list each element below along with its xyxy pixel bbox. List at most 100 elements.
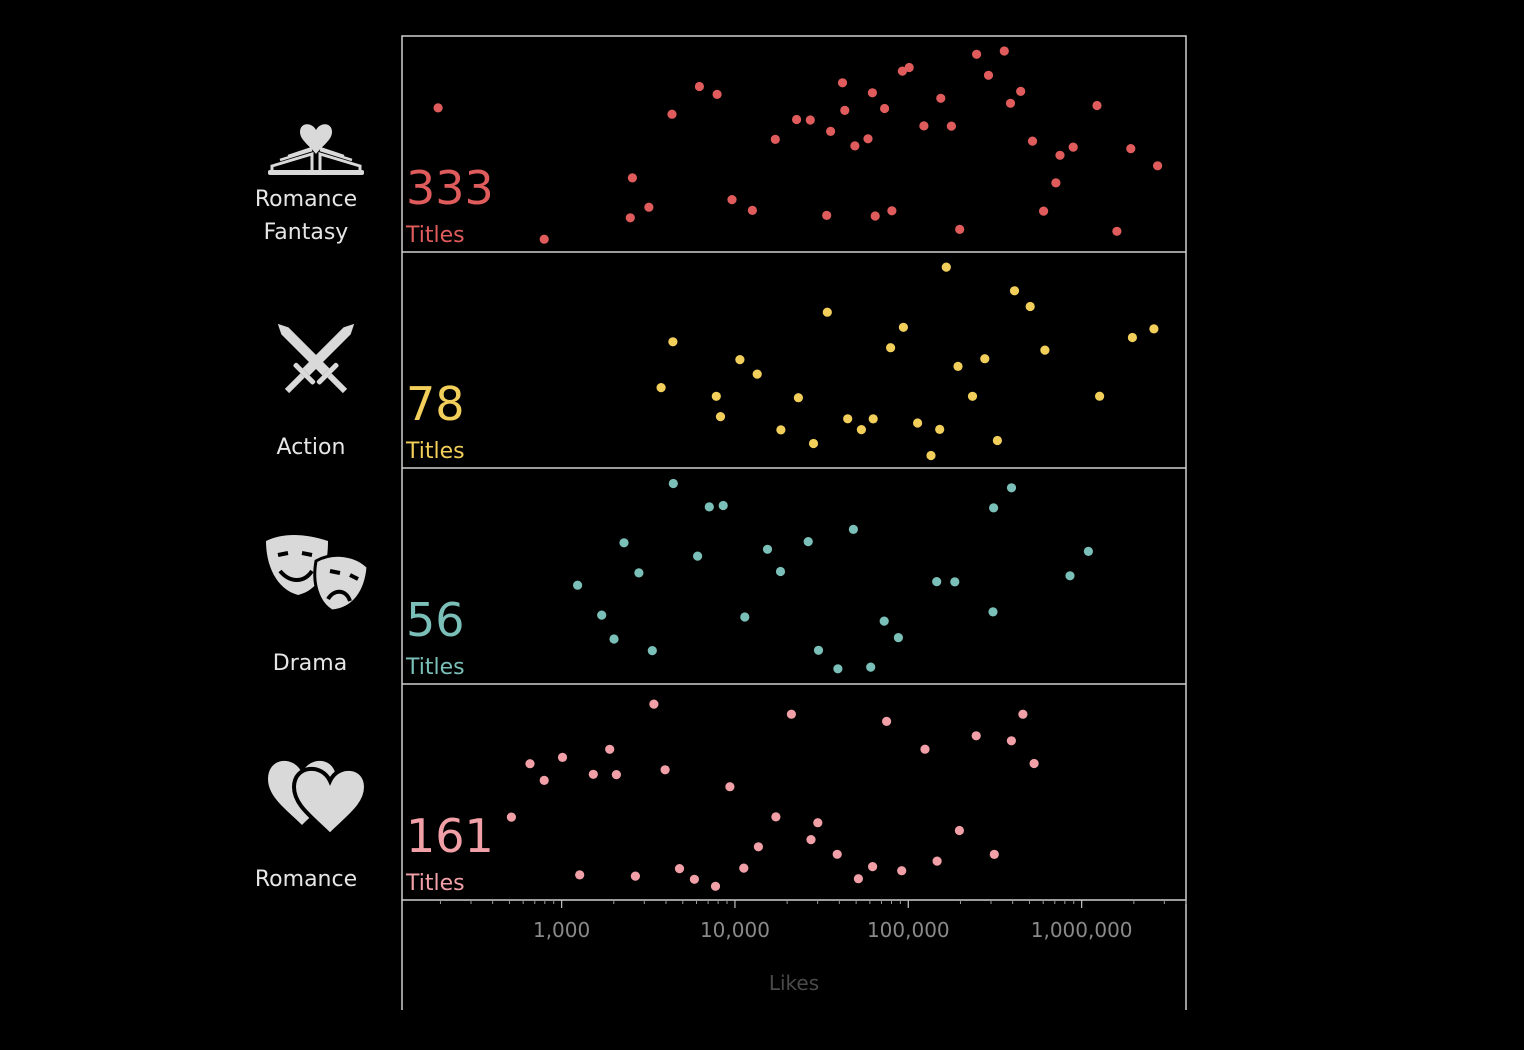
data-point bbox=[630, 871, 641, 881]
data-point bbox=[932, 577, 942, 587]
data-point bbox=[837, 78, 848, 88]
data-point bbox=[813, 818, 823, 828]
data-point bbox=[694, 81, 705, 92]
data-point bbox=[897, 66, 908, 76]
data-point bbox=[919, 121, 929, 131]
data-point bbox=[904, 62, 914, 73]
data-point bbox=[727, 195, 737, 205]
data-point bbox=[1027, 136, 1038, 146]
tick-label: 1,000 bbox=[533, 918, 590, 942]
data-point bbox=[1039, 206, 1049, 216]
data-point bbox=[1005, 98, 1016, 108]
data-point bbox=[674, 864, 685, 874]
data-point bbox=[775, 566, 786, 577]
count-suffix: Titles bbox=[405, 439, 465, 464]
data-point bbox=[689, 874, 700, 884]
data-point bbox=[853, 874, 864, 884]
tick-label: 100,000 bbox=[867, 918, 950, 942]
data-point bbox=[935, 424, 945, 434]
data-point bbox=[668, 478, 678, 489]
data-point bbox=[1018, 709, 1028, 719]
data-point bbox=[609, 634, 619, 644]
data-point bbox=[868, 862, 878, 872]
data-point bbox=[1126, 144, 1136, 154]
data-point bbox=[882, 716, 892, 727]
data-point bbox=[715, 412, 726, 422]
data-point bbox=[1051, 178, 1061, 188]
panel-labels: 333 Titles 78 Titles 56 Titles 161 Titles bbox=[405, 161, 494, 896]
data-point bbox=[539, 775, 549, 786]
data-point bbox=[926, 450, 936, 461]
data-point bbox=[887, 206, 897, 216]
data-point bbox=[786, 709, 797, 719]
chart-frame bbox=[401, 35, 1187, 1010]
count-label: 78 bbox=[406, 377, 465, 431]
data-point bbox=[1040, 345, 1050, 355]
count-label: 333 bbox=[406, 161, 494, 215]
data-point bbox=[644, 202, 654, 212]
data-point bbox=[704, 502, 714, 512]
data-point bbox=[954, 825, 965, 836]
crossed-swords-icon bbox=[277, 323, 355, 394]
data-point bbox=[605, 744, 615, 754]
data-point bbox=[711, 391, 721, 401]
data-point bbox=[806, 835, 816, 845]
data-point bbox=[771, 812, 781, 822]
tick-label: 1,000,000 bbox=[1031, 918, 1133, 942]
data-point bbox=[893, 633, 904, 643]
data-point bbox=[557, 752, 568, 763]
data-point bbox=[813, 645, 824, 655]
data-point bbox=[822, 307, 832, 317]
data-point bbox=[913, 418, 923, 428]
data-point bbox=[770, 134, 780, 144]
data-point bbox=[597, 610, 607, 620]
genre-icons bbox=[266, 124, 370, 838]
data-point bbox=[972, 49, 982, 59]
data-point bbox=[718, 500, 728, 511]
data-point bbox=[999, 46, 1009, 56]
data-point bbox=[803, 537, 813, 547]
data-point bbox=[1029, 758, 1039, 769]
count-label: 56 bbox=[406, 593, 465, 647]
data-point bbox=[735, 355, 745, 365]
data-point bbox=[619, 538, 629, 548]
data-point bbox=[941, 262, 951, 272]
data-point bbox=[946, 121, 957, 131]
data-point bbox=[897, 866, 907, 876]
data-point bbox=[625, 213, 635, 223]
data-point bbox=[739, 863, 749, 873]
data-point bbox=[667, 109, 677, 119]
data-point bbox=[832, 849, 842, 859]
data-point bbox=[693, 551, 703, 561]
x-axis-title: Likes bbox=[769, 971, 819, 995]
count-label: 161 bbox=[406, 809, 494, 863]
data-point bbox=[1149, 324, 1159, 334]
data-point bbox=[879, 616, 889, 626]
data-point bbox=[1025, 301, 1035, 312]
data-point bbox=[647, 646, 657, 656]
count-suffix: Titles bbox=[405, 871, 465, 896]
data-point bbox=[1095, 391, 1105, 401]
data-point bbox=[433, 103, 443, 113]
data-point bbox=[776, 425, 786, 435]
data-point bbox=[752, 369, 762, 379]
data-point bbox=[840, 105, 850, 115]
data-point bbox=[611, 770, 622, 780]
data-point bbox=[1153, 161, 1163, 171]
data-point bbox=[1127, 332, 1137, 343]
data-point bbox=[725, 782, 735, 792]
genre-label-romance: Romance bbox=[254, 867, 358, 892]
genre-label-action: Action bbox=[276, 435, 346, 460]
data-point bbox=[822, 210, 832, 220]
data-point bbox=[649, 699, 659, 709]
data-point bbox=[1006, 736, 1017, 746]
data-point bbox=[1112, 226, 1122, 236]
data-point bbox=[898, 322, 909, 332]
data-point bbox=[870, 211, 880, 221]
data-point bbox=[863, 134, 873, 144]
tick-label: 10,000 bbox=[700, 918, 770, 942]
data-point bbox=[955, 224, 965, 234]
data-point bbox=[932, 856, 942, 866]
data-point bbox=[967, 391, 978, 401]
data-point bbox=[710, 881, 721, 891]
